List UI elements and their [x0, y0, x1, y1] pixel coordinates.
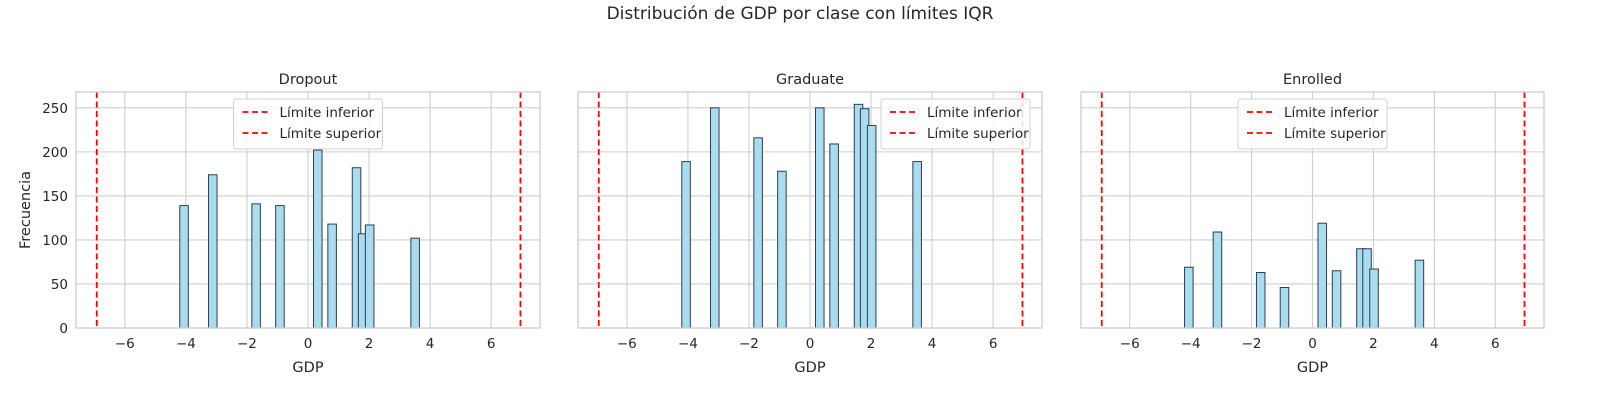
histogram-bar	[1369, 268, 1379, 329]
histogram-bar	[312, 149, 323, 329]
x-tick-label: 2	[365, 336, 374, 352]
x-axis-label: GDP	[292, 360, 323, 376]
y-tick-label: 250	[42, 101, 68, 117]
x-axis-label: GDP	[1297, 360, 1328, 376]
y-tick-label: 200	[42, 145, 68, 161]
histogram-bar	[829, 143, 839, 329]
histogram-bar	[777, 170, 787, 329]
histogram-bar	[1279, 286, 1290, 329]
x-tick-label: 4	[426, 336, 435, 352]
histogram-bar	[709, 107, 720, 329]
subplot-dropout: −6 −4 −2 0 2 4 6 0 50 100 150 200 250 Dropout GDP Frecu…	[18, 72, 541, 376]
x-tick-label: 0	[304, 336, 313, 352]
x-tick-label: −6	[617, 336, 637, 352]
plot-frame	[75, 91, 541, 329]
histogram-bar	[1184, 266, 1194, 329]
histogram-bar	[1414, 259, 1425, 329]
histogram-bar	[866, 124, 877, 329]
histogram-bar	[753, 137, 763, 329]
x-tick-label: −4	[678, 336, 698, 352]
x-tick-label: 2	[867, 336, 876, 352]
subplot-title: Graduate	[776, 72, 844, 88]
histogram-bar	[1255, 272, 1266, 329]
y-tick-label: 100	[42, 233, 68, 249]
x-tick-label: 4	[1430, 336, 1439, 352]
subplot-title: Enrolled	[1283, 72, 1342, 88]
legend-entry-label: Límite superior	[927, 126, 1029, 142]
x-tick-label: 6	[1491, 336, 1500, 352]
plot-frame	[577, 91, 1043, 329]
legend-entry-label: Límite inferior	[280, 105, 375, 121]
legend-entry-label: Límite superior	[280, 126, 382, 142]
legend-box	[880, 98, 1031, 150]
histogram-bar	[1317, 222, 1328, 329]
histogram-bar	[1212, 231, 1223, 329]
y-tick-label: 50	[51, 277, 68, 293]
histogram-bar	[814, 107, 825, 329]
y-tick-label: 150	[42, 189, 68, 205]
x-tick-label: 0	[806, 336, 815, 352]
legend-entry-label: Límite inferior	[1284, 105, 1379, 121]
y-tick-label: 0	[59, 321, 68, 337]
histogram-bar	[275, 205, 285, 329]
x-tick-label: −2	[237, 336, 257, 352]
x-tick-label: −4	[176, 336, 196, 352]
legend-entry-label: Límite inferior	[927, 105, 1022, 121]
x-axis-label: GDP	[794, 360, 825, 376]
x-tick-label: 6	[487, 336, 496, 352]
x-tick-label: 0	[1308, 336, 1317, 352]
histogram-bar	[251, 203, 261, 329]
x-tick-label: 6	[989, 336, 998, 352]
histogram-bar	[364, 224, 375, 329]
histogram-bar	[912, 161, 922, 329]
x-tick-label: 4	[928, 336, 937, 352]
histogram-bar	[410, 237, 420, 329]
figure-title: Distribución de GDP por clase con límite…	[606, 4, 994, 24]
legend: Límite inferior Límite superior	[233, 98, 383, 150]
legend-box	[1237, 98, 1388, 150]
x-tick-label: −6	[115, 336, 135, 352]
x-tick-label: 2	[1369, 336, 1378, 352]
histogram-bar	[179, 205, 189, 329]
legend-box	[233, 98, 383, 150]
histogram-bar	[207, 174, 218, 329]
legend: Límite inferior Límite superior	[1237, 98, 1388, 150]
y-axis-label: Frecuencia	[18, 171, 34, 249]
histogram-bar	[327, 223, 337, 329]
histogram-bar	[1331, 270, 1342, 329]
legend-entry-label: Límite superior	[1284, 126, 1386, 142]
histogram-bar	[681, 161, 691, 329]
x-tick-label: −2	[1242, 336, 1262, 352]
x-tick-label: −4	[1181, 336, 1201, 352]
plot-frame	[1080, 91, 1545, 329]
x-tick-label: −6	[1120, 336, 1140, 352]
x-tick-label: −2	[739, 336, 759, 352]
legend: Límite inferior Límite superior	[880, 98, 1031, 150]
subplot-title: Dropout	[279, 72, 338, 88]
